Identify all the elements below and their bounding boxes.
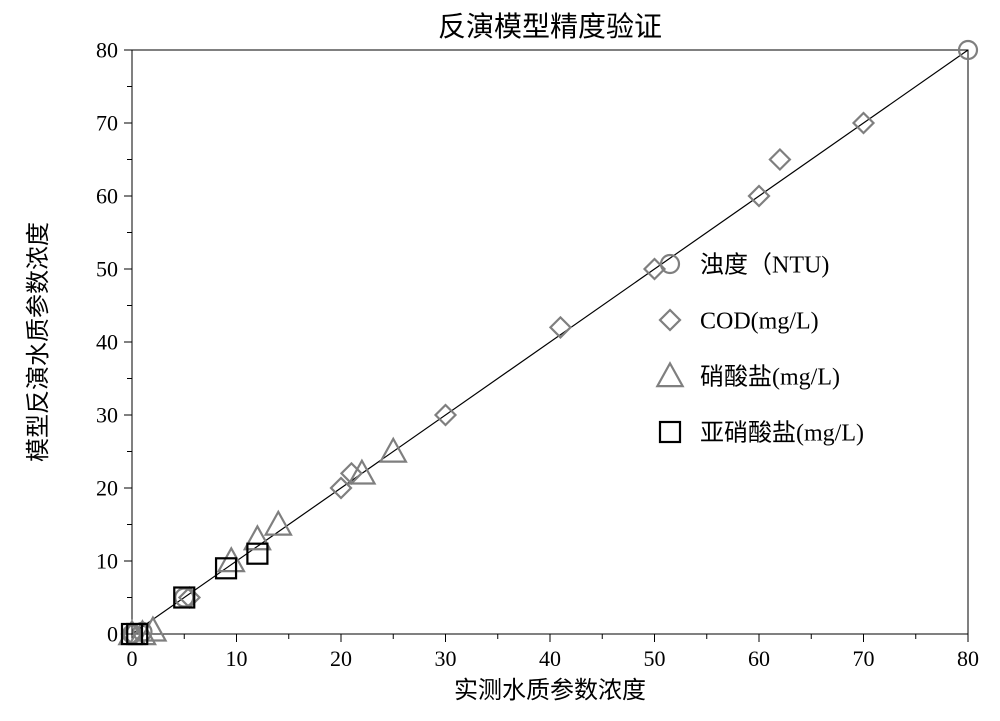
legend-label: 硝酸盐(mg/L) [700,363,840,390]
svg-text:0: 0 [107,622,118,647]
diagonal-line [132,50,968,634]
legend-label: COD(mg/L) [700,308,819,334]
svg-text:50: 50 [96,257,118,282]
legend-item-cod: COD(mg/L) [660,308,819,334]
chart-title: 反演模型精度验证 [438,11,662,43]
svg-text:30: 30 [96,403,118,428]
y-axis-label: 模型反演水质参数浓度 [25,222,52,462]
svg-text:10: 10 [96,549,118,574]
svg-text:40: 40 [539,646,561,671]
series-nitrite [122,544,267,644]
legend-item-turbidity: 浊度（NTU) [661,251,829,278]
legend-label: 亚硝酸盐(mg/L) [700,419,864,446]
svg-text:20: 20 [330,646,352,671]
svg-text:10: 10 [226,646,248,671]
x-axis-ticks: 0 10 20 30 40 50 60 70 80 [127,634,980,671]
scatter-chart: 反演模型精度验证 0 10 20 30 40 50 60 70 80 0 10 20 30 40 50 60… [0,0,1000,721]
chart-container: 反演模型精度验证 0 10 20 30 40 50 60 70 80 0 10 20 30 40 50 60… [0,0,1000,721]
svg-text:20: 20 [96,476,118,501]
y-axis-ticks: 0 10 20 30 40 50 60 70 80 [96,38,132,647]
svg-text:60: 60 [748,646,770,671]
svg-text:30: 30 [435,646,457,671]
svg-text:80: 80 [96,38,118,63]
svg-text:70: 70 [96,111,118,136]
legend: 浊度（NTU) COD(mg/L) 硝酸盐(mg/L) 亚硝酸盐(mg/L) [657,251,864,446]
svg-text:70: 70 [853,646,875,671]
svg-text:80: 80 [957,646,979,671]
svg-text:60: 60 [96,184,118,209]
legend-label: 浊度（NTU) [700,251,829,278]
legend-item-nitrite: 亚硝酸盐(mg/L) [660,419,864,446]
svg-text:40: 40 [96,330,118,355]
svg-text:0: 0 [127,646,138,671]
x-axis-label: 实测水质参数浓度 [454,677,646,704]
svg-text:50: 50 [644,646,666,671]
legend-item-nitrate: 硝酸盐(mg/L) [657,363,840,390]
